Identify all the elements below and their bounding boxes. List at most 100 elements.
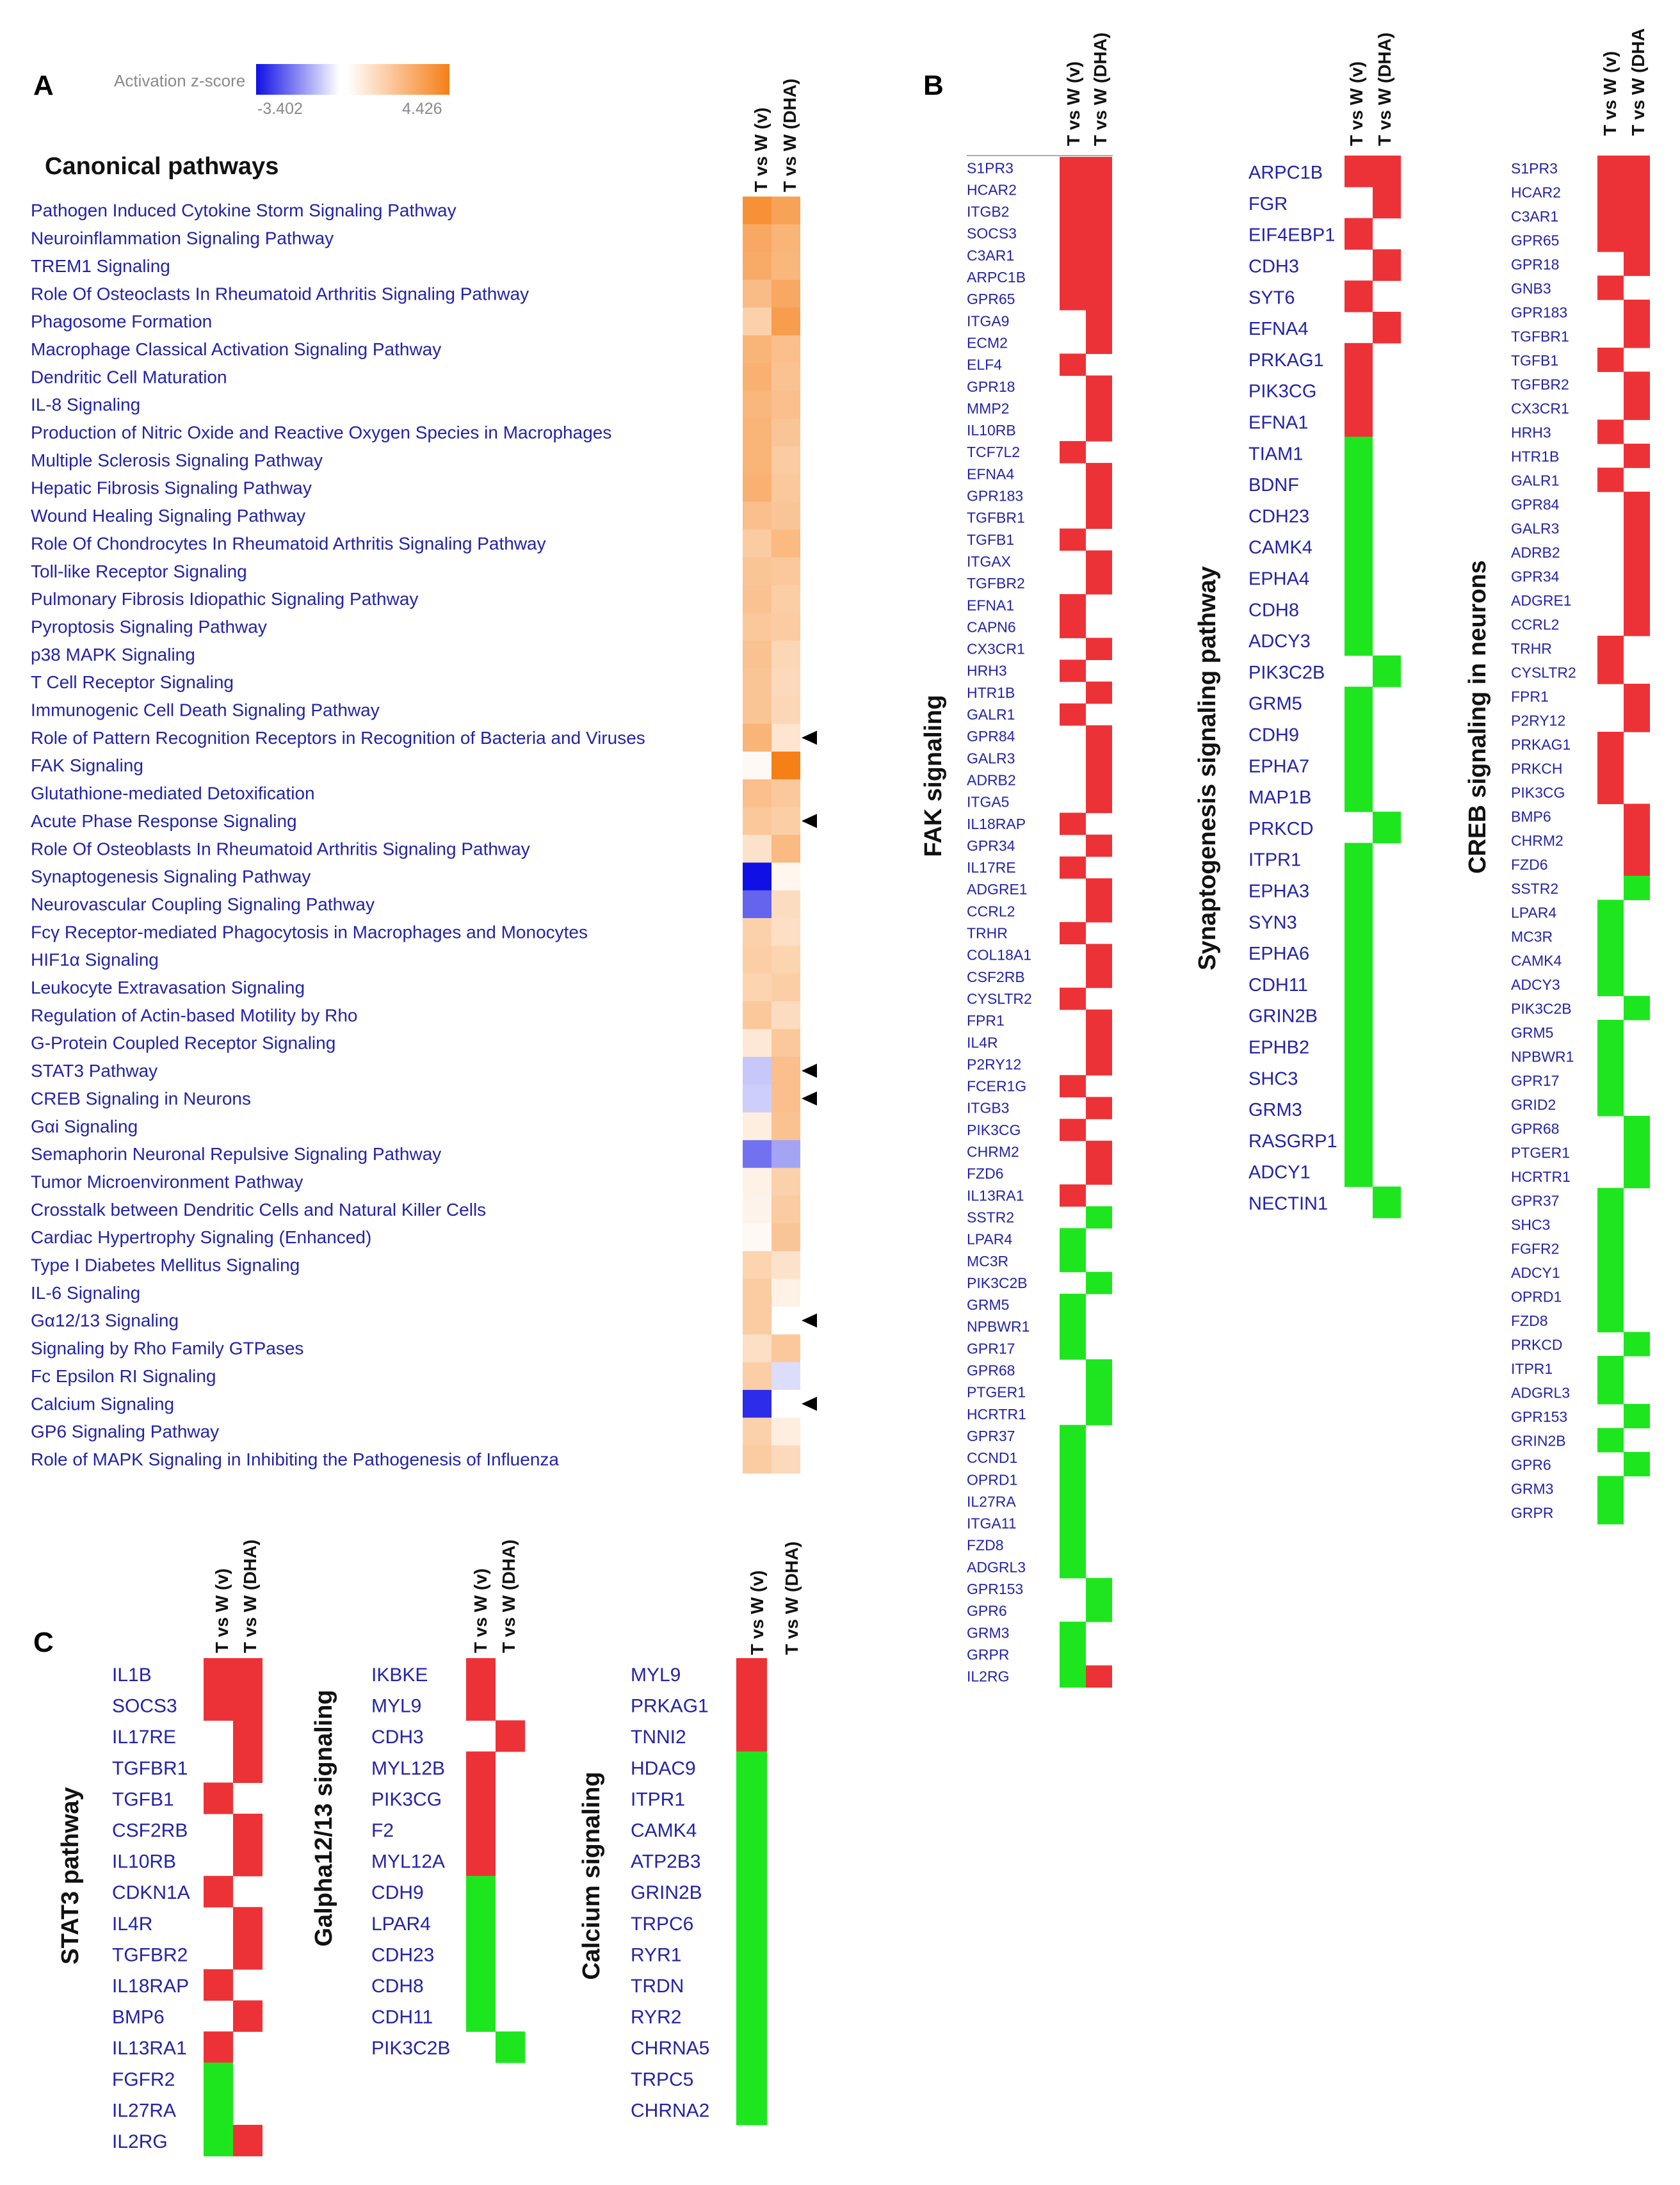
cell-v <box>1597 179 1624 204</box>
z-cell-dha <box>771 1029 800 1058</box>
pathway-label: Role Of Chondrocytes In Rheumatoid Arthr… <box>31 533 546 553</box>
cell-v <box>736 1658 767 1690</box>
cell-v <box>1060 266 1086 289</box>
pathway-label: TREM1 Signaling <box>31 256 170 276</box>
legend-title: Activation z-score <box>114 71 245 90</box>
cell-v <box>1597 1044 1624 1068</box>
z-cell-dha <box>771 1140 800 1168</box>
cell-dha <box>233 1844 262 1876</box>
cell-v <box>736 1969 767 2001</box>
panel-a-col-header-dha: T vs W (DHA) <box>780 79 800 192</box>
gene-label: EPHA7 <box>1248 756 1309 777</box>
fak-col-header-dha: T vs W (DHA) <box>1090 33 1110 146</box>
gene-label: CAPN6 <box>967 618 1016 635</box>
gene-label: CAMK4 <box>1511 952 1562 969</box>
cell-v <box>1060 222 1086 245</box>
gene-label: IL10RB <box>967 422 1016 439</box>
z-cell-v <box>743 1112 771 1141</box>
gene-label: FGFR2 <box>112 2069 175 2090</box>
z-cell-v <box>743 807 771 835</box>
gene-label: ADGRE1 <box>967 881 1028 898</box>
cell-v <box>1597 348 1624 373</box>
cell-dha <box>1624 227 1650 252</box>
cell-dha <box>233 1751 262 1783</box>
pathway-label: Macrophage Classical Activation Signalin… <box>31 339 441 359</box>
cell-dha <box>1086 485 1112 507</box>
galpha-col-header-dha: T vs W (DHA) <box>499 1540 519 1653</box>
cell-v <box>1060 1490 1086 1513</box>
cell-dha <box>1624 156 1650 181</box>
creb-col-header-dha: T vs W (DHA <box>1628 28 1648 136</box>
panel-letter-b: B <box>923 70 944 101</box>
cell-v <box>1597 1308 1624 1333</box>
z-cell-dha <box>771 1195 800 1224</box>
cell-v <box>1060 1075 1086 1098</box>
gene-label: LPAR4 <box>1511 904 1556 921</box>
cell-v <box>1060 1622 1086 1644</box>
gene-label: MYL12A <box>371 1851 445 1873</box>
cell-dha <box>233 2125 262 2157</box>
cell-v <box>1060 594 1086 617</box>
stat3-col-header-v: T vs W (v) <box>212 1568 232 1653</box>
z-cell-dha <box>771 1362 800 1391</box>
cell-v <box>1345 874 1373 906</box>
cell-dha <box>1624 996 1650 1020</box>
gene-label: GPR68 <box>1511 1120 1559 1137</box>
cell-v <box>1060 1315 1086 1338</box>
gene-label: BMP6 <box>112 2007 165 2028</box>
gene-label: SSTR2 <box>1511 880 1558 897</box>
cell-dha <box>1086 1053 1112 1076</box>
cell-v <box>1060 1534 1086 1557</box>
cell-v <box>1597 972 1624 997</box>
cell-dha <box>1086 1381 1112 1404</box>
cell-v <box>1597 924 1624 949</box>
cell-v <box>466 1782 496 1814</box>
gene-label: IL13RA1 <box>112 2038 187 2059</box>
cell-v <box>466 2000 496 2032</box>
pathway-label: G-Protein Coupled Receptor Signaling <box>31 1033 335 1053</box>
gene-label: IL27RA <box>967 1493 1016 1510</box>
panel-c-stat3-heatmap: T vs W (v) T vs W (DHA) STAT3 pathway IL… <box>57 1540 262 2157</box>
cell-dha <box>1086 1097 1112 1120</box>
cell-dha <box>1086 463 1112 485</box>
gene-label: MYL9 <box>371 1696 421 1717</box>
gene-label: GPR18 <box>967 378 1015 395</box>
gene-label: TGFB1 <box>112 1789 174 1810</box>
cell-dha <box>1624 563 1650 588</box>
cell-dha <box>496 2031 525 2063</box>
cell-v <box>736 1720 767 1752</box>
gene-label: NPBWR1 <box>967 1318 1030 1335</box>
gene-label: ADCY3 <box>1511 976 1560 993</box>
gene-label: EPHA3 <box>1248 882 1309 902</box>
z-cell-v <box>743 1251 771 1280</box>
gene-label: SOCS3 <box>967 225 1017 242</box>
cell-v <box>736 1814 767 1846</box>
gene-label: ITGB2 <box>967 204 1009 220</box>
pathway-label: Immunogenic Cell Death Signaling Pathway <box>31 700 380 720</box>
cell-v <box>1345 1124 1373 1156</box>
gene-label: GRPR <box>1511 1504 1553 1521</box>
gene-label: MYL12B <box>371 1758 445 1779</box>
cell-v <box>204 1969 233 2001</box>
cell-v <box>736 1689 767 1721</box>
z-cell-dha <box>771 890 800 919</box>
cell-v <box>1345 967 1373 1000</box>
gene-label: PRKAG1 <box>1248 350 1324 371</box>
cell-v <box>1345 718 1373 750</box>
cell-dha <box>233 1907 262 1939</box>
gene-label: CAMK4 <box>631 1820 697 1841</box>
pathway-label: Role Of Osteoblasts In Rheumatoid Arthri… <box>31 839 530 859</box>
cell-v <box>1060 1424 1086 1447</box>
z-cell-v <box>743 779 771 808</box>
gene-label: CDH23 <box>1248 506 1309 527</box>
cell-v <box>1597 1020 1624 1045</box>
cell-dha <box>1624 1332 1650 1357</box>
gene-label: GALR1 <box>967 706 1015 723</box>
z-cell-dha <box>771 1056 800 1085</box>
gene-label: PIK3CG <box>1248 382 1316 402</box>
cell-dha <box>1624 371 1650 396</box>
gene-label: GRM3 <box>1248 1100 1302 1120</box>
cell-v <box>1597 659 1624 684</box>
pathway-label: CREB Signaling in Neurons <box>31 1088 251 1108</box>
panel-b-synaptogenesis-heatmap: T vs W (v) T vs W (DHA) Synaptogenesis s… <box>1194 33 1401 1218</box>
